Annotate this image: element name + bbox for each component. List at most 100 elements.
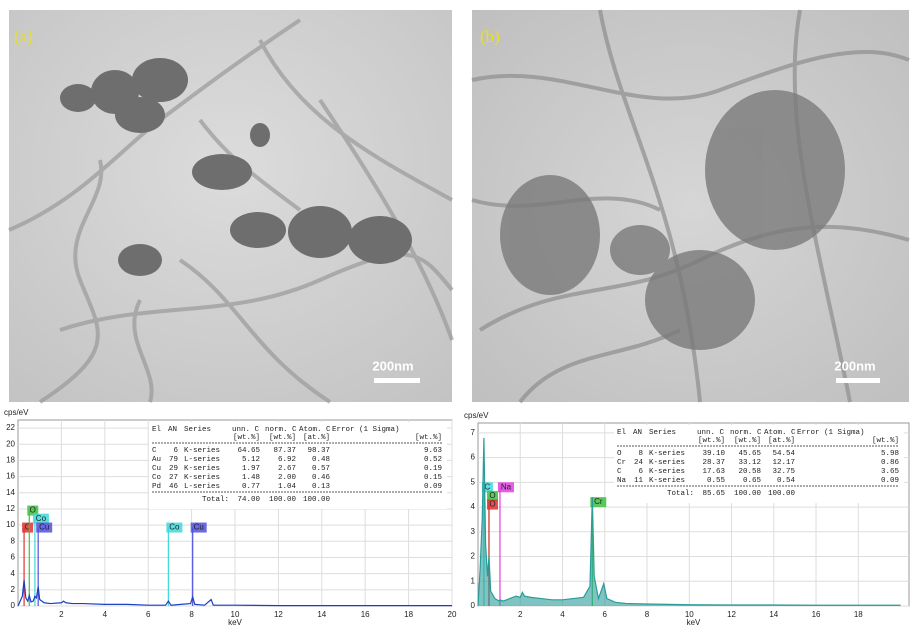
table-total: 100.00 <box>734 490 762 498</box>
table-cell: 1.48 <box>242 474 260 482</box>
element-marker-box <box>166 522 183 533</box>
table-total: Total: <box>202 496 229 504</box>
y-tick-label: 7 <box>471 428 476 437</box>
table-cell: 3.65 <box>881 468 900 476</box>
y-tick-label: 12 <box>6 504 15 513</box>
table-cell: 64.65 <box>237 447 260 455</box>
y-tick-label: 22 <box>6 423 15 432</box>
table-cell: 6 <box>173 447 178 455</box>
table-cell: 0.19 <box>424 465 442 473</box>
table-cell: K-series <box>184 447 220 455</box>
y-tick-label: 0 <box>11 601 16 610</box>
table-cell: 17.63 <box>702 468 725 476</box>
table-cell: K-series <box>649 459 685 467</box>
table-header: unn. C <box>232 426 260 434</box>
element-marker-box <box>32 513 49 524</box>
table-cell: O <box>617 450 622 458</box>
table-cell: K-series <box>184 465 220 473</box>
y-tick-label: 20 <box>6 439 15 448</box>
table-unit: [wt.%] <box>872 437 899 445</box>
table-cell: 9.63 <box>424 447 443 455</box>
table-cell: 0.65 <box>743 477 762 485</box>
y-tick-label: 10 <box>6 520 15 529</box>
x-tick-label: 6 <box>603 610 608 619</box>
table-cell: L-series <box>184 483 220 491</box>
x-tick-label: 14 <box>317 610 326 619</box>
table-cell: 0.13 <box>312 483 331 491</box>
element-marker-box <box>22 522 34 533</box>
table-cell: 0.52 <box>424 456 442 464</box>
table-cell: 27 <box>169 474 178 482</box>
x-tick-label: 18 <box>404 610 413 619</box>
scale-bar <box>374 378 420 383</box>
y-tick-label: 8 <box>11 536 16 545</box>
eds-table: El AN Series unn. C norm. C Atom. C Error (1 S… <box>149 422 447 509</box>
table-cell: 12.17 <box>772 459 795 467</box>
y-axis-label: cps/eV <box>464 411 489 420</box>
table-bg <box>614 425 904 503</box>
table-cell: 0.57 <box>312 465 330 473</box>
element-marker-label: Co <box>169 523 180 532</box>
scale-bar <box>836 378 880 383</box>
table-unit: [wt.%] <box>233 434 260 442</box>
table-header: Atom. C <box>764 429 796 437</box>
table-cell: 0.09 <box>881 477 899 485</box>
element-marker-label: Cu <box>39 523 49 532</box>
panel-label: (a) <box>14 27 33 46</box>
table-header: Error (1 Sigma) <box>332 426 400 434</box>
y-axis-label: cps/eV <box>4 408 29 417</box>
x-tick-label: 12 <box>727 610 736 619</box>
table-total: 100.00 <box>303 496 331 504</box>
table-cell: C <box>617 468 622 476</box>
table-header: Series <box>184 426 211 434</box>
table-cell: 46 <box>169 483 179 491</box>
x-axis-label: keV <box>228 618 242 626</box>
table-cell: 0.09 <box>424 483 442 491</box>
x-tick-label: 8 <box>645 610 650 619</box>
x-tick-label: 6 <box>146 610 151 619</box>
table-cell: K-series <box>649 468 685 476</box>
element-marker-label: Co <box>36 514 47 523</box>
table-header: norm. C <box>730 429 762 437</box>
y-tick-label: 2 <box>11 585 16 594</box>
table-cell: L-series <box>184 456 220 464</box>
x-tick-label: 8 <box>189 610 194 619</box>
y-tick-label: 5 <box>471 477 476 486</box>
table-cell: Co <box>152 474 162 482</box>
table-total: Total: <box>667 490 694 498</box>
table-cell: 0.77 <box>242 483 260 491</box>
panel-label: (b) <box>480 27 500 46</box>
table-unit: [wt.%] <box>269 434 296 442</box>
element-marker-label: C <box>25 523 31 532</box>
x-tick-label: 4 <box>103 610 108 619</box>
scale-bar-label: 200nm <box>372 358 413 373</box>
table-cell: 20.58 <box>738 468 761 476</box>
table-header: Series <box>649 429 676 437</box>
table-cell: Na <box>617 477 627 485</box>
table-cell: 32.75 <box>772 468 795 476</box>
table-cell: 11 <box>634 477 644 485</box>
y-tick-label: 4 <box>11 569 16 578</box>
x-tick-label: 4 <box>560 610 565 619</box>
x-tick-label: 18 <box>854 610 863 619</box>
y-tick-label: 2 <box>471 552 476 561</box>
table-cell: 8 <box>638 450 643 458</box>
y-tick-label: 14 <box>6 488 15 497</box>
element-marker-box <box>497 482 514 493</box>
table-header: AN <box>168 426 177 434</box>
x-tick-label: 2 <box>59 610 64 619</box>
table-total: 74.00 <box>237 496 260 504</box>
table-cell: K-series <box>184 474 220 482</box>
y-tick-label: 0 <box>471 601 476 610</box>
x-tick-label: 16 <box>812 610 821 619</box>
table-header: unn. C <box>697 429 725 437</box>
element-marker-label: C <box>485 482 491 491</box>
x-tick-label: 10 <box>685 610 694 619</box>
x-tick-label: 14 <box>769 610 778 619</box>
table-cell: C <box>152 447 157 455</box>
spectrum-line <box>17 580 452 607</box>
table-cell: Cr <box>617 459 626 467</box>
table-unit: [at.%] <box>303 434 330 442</box>
table-cell: Pd <box>152 483 161 491</box>
